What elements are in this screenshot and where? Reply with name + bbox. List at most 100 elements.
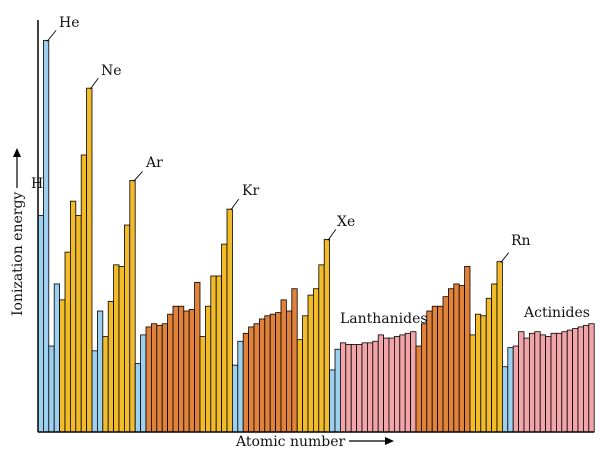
bar-z35 <box>221 243 228 433</box>
bar-z64 <box>377 334 385 433</box>
bar-z29 <box>188 309 195 433</box>
bar-z47 <box>285 310 293 433</box>
bar-z2 <box>43 39 50 433</box>
bar-z95 <box>545 336 552 433</box>
bar-z34 <box>215 275 222 433</box>
bar-z100 <box>572 328 579 433</box>
bar-z3 <box>48 345 55 433</box>
bar-z102 <box>583 324 590 433</box>
bar-z84 <box>485 297 493 433</box>
bar-z31 <box>199 336 206 433</box>
bar-z33 <box>210 275 217 433</box>
label-Xe: Xe <box>337 214 355 230</box>
leader-He <box>46 30 57 42</box>
bar-z59 <box>350 344 358 433</box>
bar-z66 <box>388 337 395 433</box>
bar-z78 <box>453 283 460 433</box>
bar-z56 <box>334 348 341 433</box>
label-Ne: Ne <box>101 63 122 79</box>
bar-z38 <box>237 340 244 433</box>
bar-z19 <box>134 363 141 433</box>
bar-z97 <box>556 332 563 433</box>
bar-z36 <box>226 208 233 433</box>
bar-z30 <box>194 281 201 433</box>
bar-z20 <box>140 334 147 433</box>
bar-z41 <box>253 323 260 433</box>
bar-z48 <box>291 288 298 433</box>
bar-z53 <box>318 264 325 433</box>
bar-z55 <box>329 369 336 433</box>
leader-Kr <box>230 198 240 211</box>
bar-z1 <box>37 215 44 433</box>
bar-z93 <box>534 331 541 433</box>
bar-z57 <box>339 342 347 433</box>
bar-z62 <box>366 342 374 433</box>
bar-z83 <box>480 315 487 433</box>
leader-Ne <box>89 77 99 90</box>
bar-z50 <box>302 315 309 433</box>
bar-z18 <box>129 180 136 433</box>
bar-z90 <box>518 331 525 433</box>
bar-z74 <box>431 305 439 433</box>
label-H: H <box>31 176 43 192</box>
bar-z45 <box>275 312 282 433</box>
bar-z6 <box>64 251 71 433</box>
bar-z51 <box>307 294 314 433</box>
label-lanthanides: Lanthanides <box>340 311 428 327</box>
bar-z4 <box>53 283 61 433</box>
bar-z68 <box>399 334 406 433</box>
label-Rn: Rn <box>511 233 531 249</box>
bar-z44 <box>269 313 277 433</box>
bar-z72 <box>420 323 428 433</box>
bar-z12 <box>97 310 104 433</box>
bar-z54 <box>323 238 331 433</box>
bar-z25 <box>167 313 174 433</box>
bar-z10 <box>86 87 93 433</box>
bar-z15 <box>113 264 120 433</box>
bar-z82 <box>474 313 482 433</box>
bar-z60 <box>356 344 363 433</box>
bar-z22 <box>150 323 158 433</box>
bar-z79 <box>458 285 466 433</box>
bar-z21 <box>145 326 152 433</box>
bar-z42 <box>258 318 266 433</box>
bar-z69 <box>404 332 412 433</box>
bar-z91 <box>523 337 530 433</box>
bar-z27 <box>177 305 185 433</box>
bar-z46 <box>280 299 287 433</box>
label-Ar: Ar <box>145 155 163 171</box>
leader-Ar <box>133 171 143 182</box>
bar-z92 <box>529 332 536 433</box>
bar-z32 <box>204 305 212 433</box>
bar-z86 <box>496 261 503 433</box>
bar-z99 <box>566 329 574 433</box>
bar-z103 <box>588 323 595 433</box>
bar-z65 <box>383 337 390 433</box>
bar-z71 <box>415 345 422 433</box>
leader-lines <box>46 30 510 263</box>
bars-group <box>37 39 595 433</box>
bar-z14 <box>107 301 114 433</box>
bar-z101 <box>577 326 584 433</box>
bar-z13 <box>102 336 109 433</box>
bar-z52 <box>312 288 320 433</box>
label-He: He <box>59 15 80 31</box>
bar-z85 <box>491 283 498 433</box>
bar-z80 <box>464 266 471 433</box>
bar-z70 <box>410 331 417 433</box>
leader-Xe <box>327 229 337 241</box>
bar-z5 <box>59 299 66 433</box>
bar-z94 <box>539 334 547 433</box>
bar-z77 <box>447 288 455 433</box>
bar-z39 <box>242 332 249 433</box>
bar-z61 <box>361 342 368 433</box>
bar-z23 <box>156 324 163 433</box>
bar-z88 <box>507 347 514 433</box>
y-axis-arrow <box>13 148 21 188</box>
bar-z7 <box>70 200 77 433</box>
bar-z87 <box>501 366 509 433</box>
label-actinides: Actinides <box>523 305 590 321</box>
bar-z40 <box>248 326 255 433</box>
bar-z9 <box>80 154 87 433</box>
